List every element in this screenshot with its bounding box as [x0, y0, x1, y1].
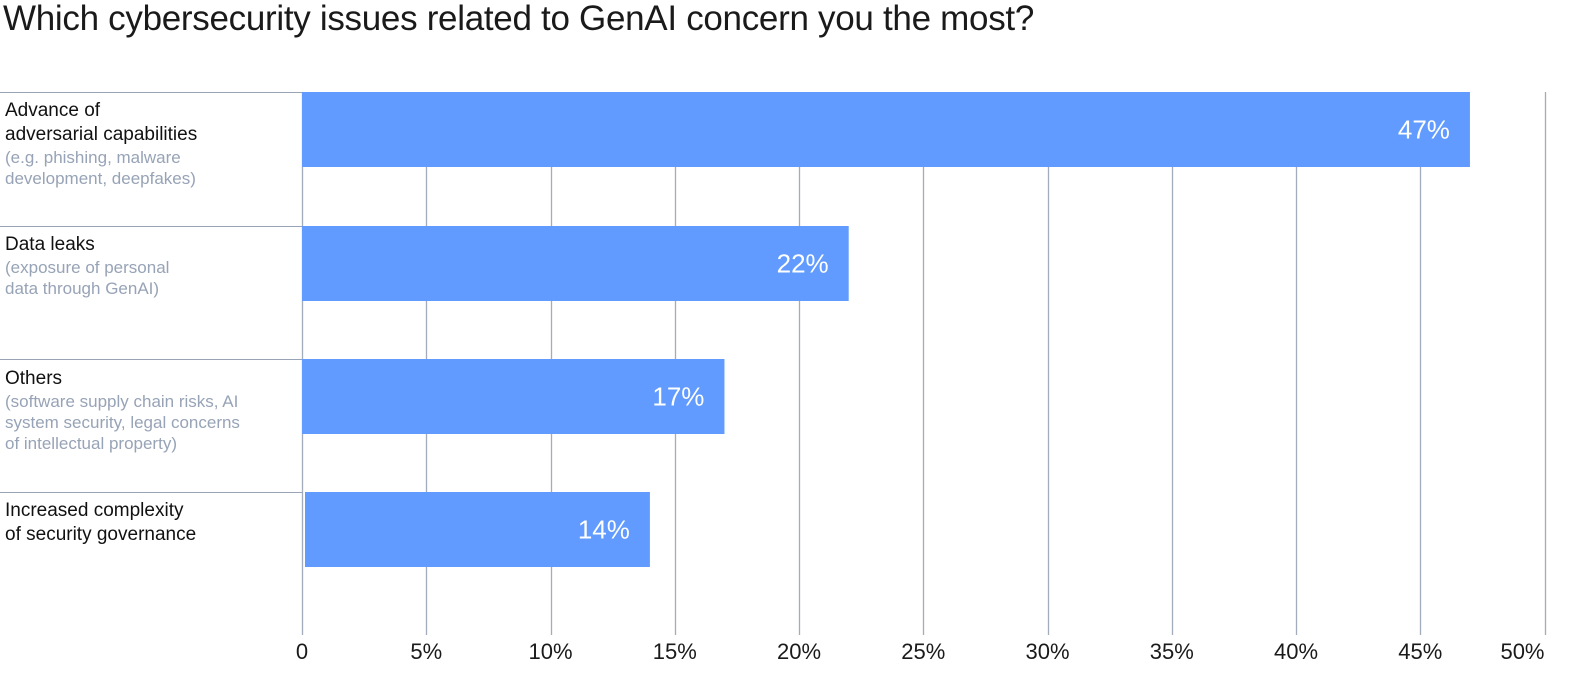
category-separator	[0, 226, 302, 227]
category-label: Advance of adversarial capabilities (e.g.…	[5, 99, 295, 189]
category-title: Increased complexity of security governa…	[5, 500, 197, 545]
bar	[305, 492, 650, 567]
bar	[302, 92, 1470, 167]
bar-value-label: 47%	[1398, 115, 1450, 145]
category-label: Data leaks (exposure of personal data thr…	[5, 233, 295, 299]
x-tick-label: 35%	[1150, 639, 1194, 664]
category-subtitle: (software supply chain risks, AI system …	[5, 392, 240, 453]
category-title: Data leaks	[5, 234, 95, 255]
category-separator	[0, 492, 302, 493]
category-subtitle: (e.g. phishing, malware development, dee…	[5, 148, 196, 188]
bar	[302, 359, 725, 434]
bar-value-label: 22%	[777, 249, 829, 279]
category-separator	[0, 92, 302, 93]
category-label: Increased complexity of security governa…	[5, 499, 295, 547]
bar	[302, 226, 849, 301]
category-title: Advance of adversarial capabilities	[5, 100, 198, 145]
chart-title: Which cybersecurity issues related to Ge…	[3, 0, 1034, 38]
x-tick-label: 50%	[1500, 639, 1544, 664]
category-title: Others	[5, 368, 63, 389]
x-tick-label: 40%	[1274, 639, 1318, 664]
bar-value-label: 17%	[652, 382, 704, 412]
category-subtitle: (exposure of personal data through GenAI…	[5, 258, 170, 298]
x-tick-label: 45%	[1398, 639, 1442, 664]
x-tick-label: 25%	[901, 639, 945, 664]
category-label: Others (software supply chain risks, AI s…	[5, 367, 295, 454]
category-separator	[0, 359, 302, 360]
x-tick-label: 5%	[410, 639, 442, 664]
bar-value-label: 14%	[578, 515, 630, 545]
x-tick-label: 0	[296, 639, 308, 664]
x-tick-label: 15%	[653, 639, 697, 664]
x-tick-label: 10%	[528, 639, 572, 664]
x-tick-label: 20%	[777, 639, 821, 664]
x-tick-label: 30%	[1025, 639, 1069, 664]
